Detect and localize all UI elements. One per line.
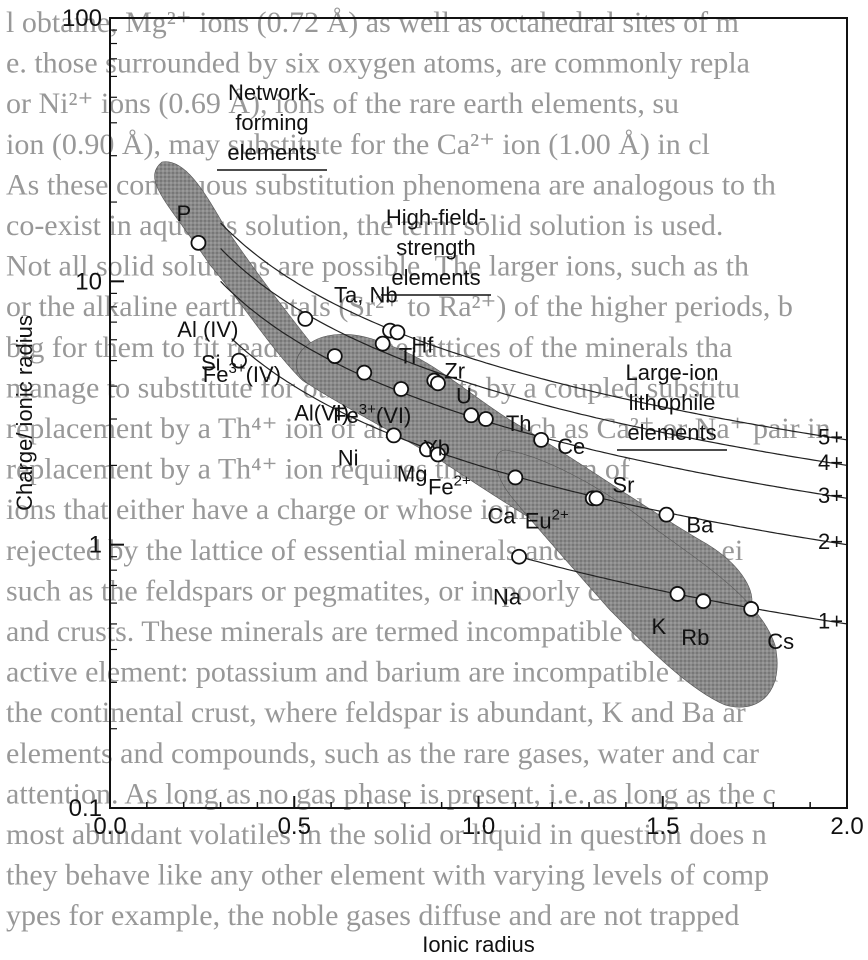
y-tick-label: 0.1 [69, 795, 102, 822]
charge-line-label: 4+ [818, 450, 843, 475]
region-label-line: Large-ion [626, 360, 719, 385]
data-point [389, 324, 406, 341]
point-label: U [456, 383, 472, 408]
point-label: Ni [338, 445, 359, 470]
y-axis-label: Charge/ ionic radius [12, 315, 37, 511]
region-label-line: elements [227, 140, 316, 165]
x-tick-label: 0.0 [93, 813, 126, 840]
point-label: Yb [423, 435, 450, 460]
background-text-line: ion (0.90 Å), may substitute for the Ca²… [6, 128, 710, 161]
background-text-line: As these continuous substitution phenome… [6, 168, 776, 201]
data-point [393, 381, 410, 397]
charge-lines: 5+4+ 3+ 2+ 1+ [220, 222, 848, 633]
region-label-line: lithophile [629, 390, 716, 415]
region-label-line: elements [391, 265, 480, 290]
data-point [658, 506, 675, 523]
data-point [588, 490, 605, 507]
x-tick-label: 2.0 [830, 813, 863, 840]
region-label-line: strength [396, 235, 476, 260]
point-label: Ba [686, 513, 714, 538]
point-label: Ta, Nb [334, 283, 398, 308]
point-label: Sr [612, 472, 634, 497]
x-axis-label: Ionic radius [422, 932, 535, 957]
data-point [669, 586, 686, 602]
y-tick-label: 100 [62, 5, 102, 32]
point-label: Fe2+ [428, 472, 471, 499]
point-label: Si [201, 351, 221, 376]
background-text-line: the continental crust, where feldspar is… [6, 696, 746, 729]
background-text-line: they behave like any other element with … [6, 859, 769, 892]
data-point [297, 311, 314, 327]
data-point [511, 548, 527, 565]
charge-line-3 [220, 280, 848, 499]
point-label: Al(VI) [294, 401, 349, 426]
data-point [190, 234, 207, 251]
background-text-line: l obtaine, Mg²⁺ ions (0.72 Å) as well as… [6, 6, 739, 39]
region-label-line: High-field- [386, 205, 486, 230]
data-point [463, 407, 480, 424]
background-text-line: or the alkaline earth metals (Sr²⁺ to Ra… [6, 290, 793, 323]
background-text-line: ypes for example, the noble gases diffus… [6, 899, 739, 932]
point-label: Fe3+(IV) [203, 360, 281, 387]
background-text-line: attention. As long as no gas phase is pr… [6, 777, 776, 810]
point-label: P [176, 201, 191, 226]
point-label: Ti [399, 344, 417, 369]
point-label: Ce [557, 434, 585, 459]
data-point [507, 469, 524, 486]
data-point [430, 375, 446, 392]
region-label-line: forming [235, 110, 308, 135]
data-point [385, 427, 402, 444]
chart-axes: 0.0 0.5 1.0 1.5 2.0 0.1 1 10 100 Ionic radius Char… [12, 5, 864, 957]
background-text-line: and crusts. These minerals are termed in… [6, 615, 717, 648]
data-point [533, 431, 550, 448]
y-tick-label: 1 [89, 532, 102, 559]
background-text-line: or Ni²⁺ ions (0.69 Å), ions of the rare … [6, 87, 679, 120]
region-label-line: Network- [228, 80, 316, 105]
x-tick-label: 1.5 [646, 813, 679, 840]
background-text-line: most abundant volatiles in the solid or … [6, 818, 767, 851]
data-point [477, 411, 494, 427]
background-text-line: active element: potassium and barium are… [6, 656, 778, 689]
point-label: Al (IV) [177, 317, 238, 342]
background-text-line: Not all solid solutions are possible. Th… [6, 250, 749, 283]
charge-line-2 [231, 338, 848, 546]
background-text-line: e. those surrounded by six oxygen atoms,… [6, 47, 750, 80]
data-point [430, 446, 446, 463]
data-point [326, 348, 343, 365]
data-point [374, 335, 391, 352]
data-point [356, 364, 373, 381]
background-text-line: co-exist in aqueous solution, the term s… [6, 209, 723, 242]
data-point [231, 352, 247, 369]
data-point [743, 601, 760, 617]
element-regions [154, 161, 778, 708]
point-label: Ca [487, 503, 516, 528]
charge-line-4 [220, 247, 848, 466]
x-tick-label: 1.0 [462, 813, 495, 840]
charge-line-label: 1+ [818, 608, 843, 633]
background-text-line: elements and compounds, such as the rare… [6, 737, 759, 770]
charge-line-label: 2+ [818, 529, 843, 554]
charge-line-5 [220, 222, 848, 441]
charge-line-label: 5+ [818, 424, 843, 449]
point-label: Th [506, 411, 532, 436]
y-tick-label: 10 [75, 268, 102, 295]
point-label: Na [493, 585, 522, 610]
point-label: Fe3+(VI) [333, 401, 411, 428]
point-label: Mg [397, 461, 428, 486]
region-label-line: elements [627, 420, 716, 445]
x-tick-label: 0.5 [278, 813, 311, 840]
point-label: K [651, 614, 666, 639]
point-label: Hf [411, 332, 434, 357]
data-point [695, 593, 712, 610]
point-label: Zr [444, 359, 465, 384]
point-label: Rb [681, 625, 709, 650]
point-label: Cs [767, 629, 794, 654]
region-shape-3 [495, 449, 778, 708]
charge-line-label: 3+ [818, 483, 843, 508]
